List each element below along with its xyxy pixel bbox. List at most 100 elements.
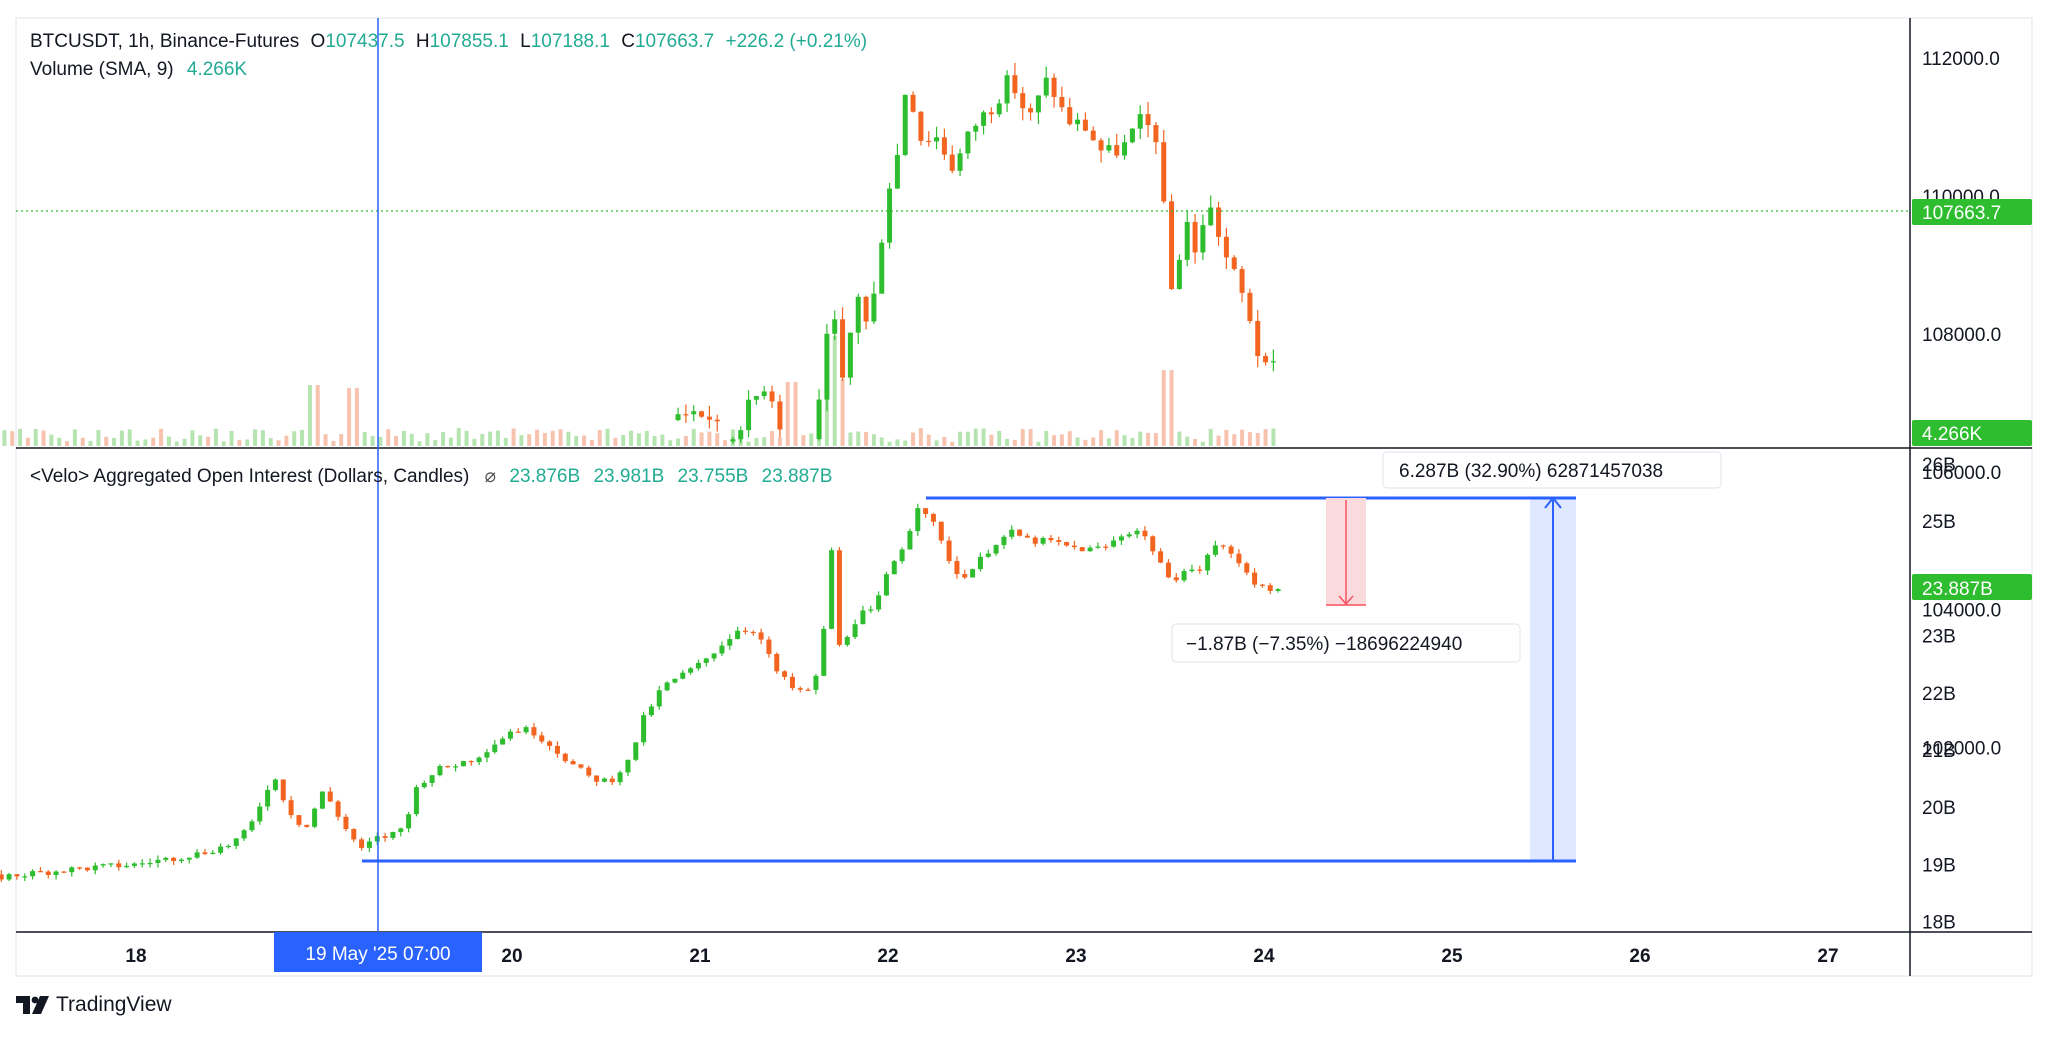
price-candle bbox=[1067, 107, 1073, 125]
price-candle bbox=[973, 125, 979, 132]
price-candle bbox=[753, 396, 759, 400]
oi-candle bbox=[1181, 571, 1187, 581]
volume-bar bbox=[965, 431, 970, 446]
oi-candle bbox=[53, 871, 59, 875]
price-candle bbox=[1020, 93, 1026, 109]
oi-candle bbox=[1111, 540, 1117, 547]
volume-bar bbox=[1193, 438, 1198, 446]
oi-candle bbox=[1165, 562, 1171, 578]
volume-bar bbox=[1059, 434, 1064, 446]
oi-candle bbox=[1244, 563, 1250, 573]
oi-candle bbox=[1071, 545, 1077, 548]
oi-tick-label: 20B bbox=[1922, 798, 1956, 819]
volume-bar bbox=[417, 441, 422, 446]
volume-bar bbox=[652, 435, 657, 446]
volume-bar bbox=[683, 435, 688, 446]
price-candle bbox=[769, 391, 775, 402]
volume-bar bbox=[1185, 436, 1190, 446]
volume-bar bbox=[41, 430, 46, 446]
volume-bar bbox=[18, 428, 23, 446]
volume-bar bbox=[1255, 433, 1260, 446]
volume-bar bbox=[472, 438, 477, 446]
oi-candle bbox=[406, 814, 412, 829]
volume-label[interactable]: Volume (SMA, 9) bbox=[30, 59, 174, 80]
oi-candle bbox=[836, 550, 842, 645]
oi-candle bbox=[1205, 554, 1211, 571]
oi-candle bbox=[1095, 546, 1101, 548]
oi-candle bbox=[954, 561, 960, 575]
oi-candle bbox=[625, 759, 631, 773]
oi-tick-label: 25B bbox=[1922, 512, 1956, 533]
time-tick-label: 18 bbox=[125, 946, 146, 967]
volume-bar bbox=[104, 436, 109, 446]
volume-bar bbox=[1083, 439, 1088, 446]
price-tick-label: 106000.0 bbox=[1922, 463, 2001, 484]
oi-candle bbox=[1064, 541, 1070, 546]
oi-candle bbox=[14, 874, 20, 877]
oi-candle bbox=[735, 630, 741, 640]
tradingview-logo-icon bbox=[16, 996, 49, 1014]
volume-bar bbox=[918, 428, 923, 446]
volume-bar bbox=[723, 440, 728, 446]
oi-tick-label: 23B bbox=[1922, 627, 1956, 648]
last-oi-badge bbox=[1912, 574, 2032, 600]
time-tick-label: 22 bbox=[877, 946, 898, 967]
price-candle bbox=[863, 296, 869, 322]
oi-candle bbox=[1009, 529, 1015, 537]
volume-bar bbox=[409, 433, 414, 446]
oi-candle bbox=[821, 628, 827, 676]
price-candle bbox=[714, 419, 720, 422]
oi-candle bbox=[1267, 585, 1273, 591]
price-tick-label: 108000.0 bbox=[1922, 325, 2001, 346]
volume-bar bbox=[174, 441, 179, 446]
volume-bar bbox=[527, 434, 532, 446]
volume-value: 4.266K bbox=[186, 59, 248, 80]
oi-candle bbox=[985, 553, 991, 557]
volume-bar bbox=[1122, 435, 1127, 446]
oi-candle bbox=[531, 727, 537, 736]
measure-down-label: −1.87B (−7.35%) −18696224940 bbox=[1186, 634, 1462, 655]
volume-bar bbox=[535, 429, 540, 446]
price-candle bbox=[1263, 356, 1269, 363]
oi-candle bbox=[225, 845, 231, 848]
last-price-value: 107663.7 bbox=[1922, 203, 2001, 224]
symbol-label[interactable]: BTCUSDT, 1h, Binance-Futures bbox=[30, 31, 300, 52]
price-candle bbox=[957, 153, 963, 171]
oi-candle bbox=[1228, 546, 1234, 554]
oi-tick-label: 18B bbox=[1922, 913, 1956, 934]
oi-label[interactable]: <Velo> Aggregated Open Interest (Dollars… bbox=[30, 466, 470, 487]
price-candle bbox=[871, 293, 877, 322]
volume-bar bbox=[762, 437, 767, 446]
volume-bar bbox=[292, 431, 297, 446]
volume-bar bbox=[143, 439, 148, 446]
volume-bar bbox=[864, 431, 869, 446]
change-value: +226.2 (+0.21%) bbox=[725, 31, 868, 52]
oi-candle bbox=[1142, 530, 1148, 537]
price-candle bbox=[1270, 361, 1276, 363]
volume-bar bbox=[911, 432, 916, 446]
oi-low-value: 23.755B bbox=[677, 466, 749, 487]
price-candle bbox=[981, 112, 987, 126]
oi-candle bbox=[265, 789, 271, 807]
volume-bar bbox=[323, 434, 328, 446]
eye-slash-icon[interactable]: ⌀ bbox=[484, 466, 497, 487]
oi-candle bbox=[468, 761, 474, 763]
volume-bar bbox=[903, 440, 908, 446]
price-tick-label: 102000.0 bbox=[1922, 739, 2001, 760]
price-candle bbox=[879, 242, 885, 294]
oi-high-value: 23.981B bbox=[593, 466, 665, 487]
oi-candle bbox=[22, 876, 28, 878]
oi-candle bbox=[1173, 577, 1179, 581]
volume-bar bbox=[1052, 435, 1057, 446]
oi-candle bbox=[178, 859, 184, 862]
volume-bar bbox=[926, 434, 931, 446]
tradingview-logo[interactable]: TradingView bbox=[16, 993, 172, 1017]
oi-candle bbox=[1158, 551, 1164, 563]
volume-bar bbox=[65, 441, 70, 446]
volume-bar bbox=[127, 429, 132, 446]
tradingview-name: TradingView bbox=[56, 993, 172, 1016]
oi-candle bbox=[594, 775, 600, 782]
volume-bar bbox=[378, 436, 383, 446]
